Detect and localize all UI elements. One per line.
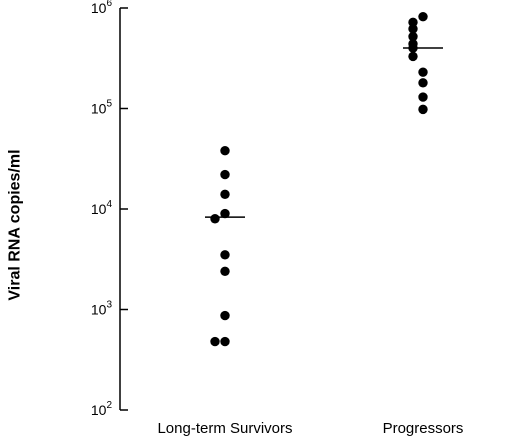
x-tick-labels: Long-term Survivors Progressors (157, 420, 463, 437)
y-tick-label: 105 (91, 99, 113, 117)
data-point (220, 250, 230, 260)
data-point (220, 266, 230, 276)
x-tick-label: Long-term Survivors (157, 420, 292, 437)
data-point (220, 189, 230, 200)
data-point (220, 336, 230, 347)
x-tick-label: Progressors (383, 420, 464, 437)
data-point (220, 146, 230, 156)
y-tick-label: 104 (91, 199, 113, 217)
data-point (418, 92, 428, 102)
data-point (418, 67, 428, 77)
data-point (220, 169, 230, 180)
data-point (408, 17, 418, 28)
data-point (220, 208, 230, 219)
data-point (418, 104, 428, 115)
y-tick-label: 103 (91, 300, 113, 318)
data-point (220, 310, 230, 321)
data-point (210, 336, 220, 347)
data-point (408, 31, 418, 42)
y-tick-label: 102 (91, 400, 113, 418)
data-point (408, 24, 418, 34)
data-point (210, 214, 220, 224)
data-points (210, 11, 428, 347)
y-ticks: 102 103 104 105 106 (91, 0, 128, 418)
data-point (408, 51, 418, 62)
y-tick-label: 106 (91, 0, 113, 16)
data-point (418, 78, 428, 88)
median-lines (205, 47, 443, 218)
data-point (418, 11, 428, 22)
